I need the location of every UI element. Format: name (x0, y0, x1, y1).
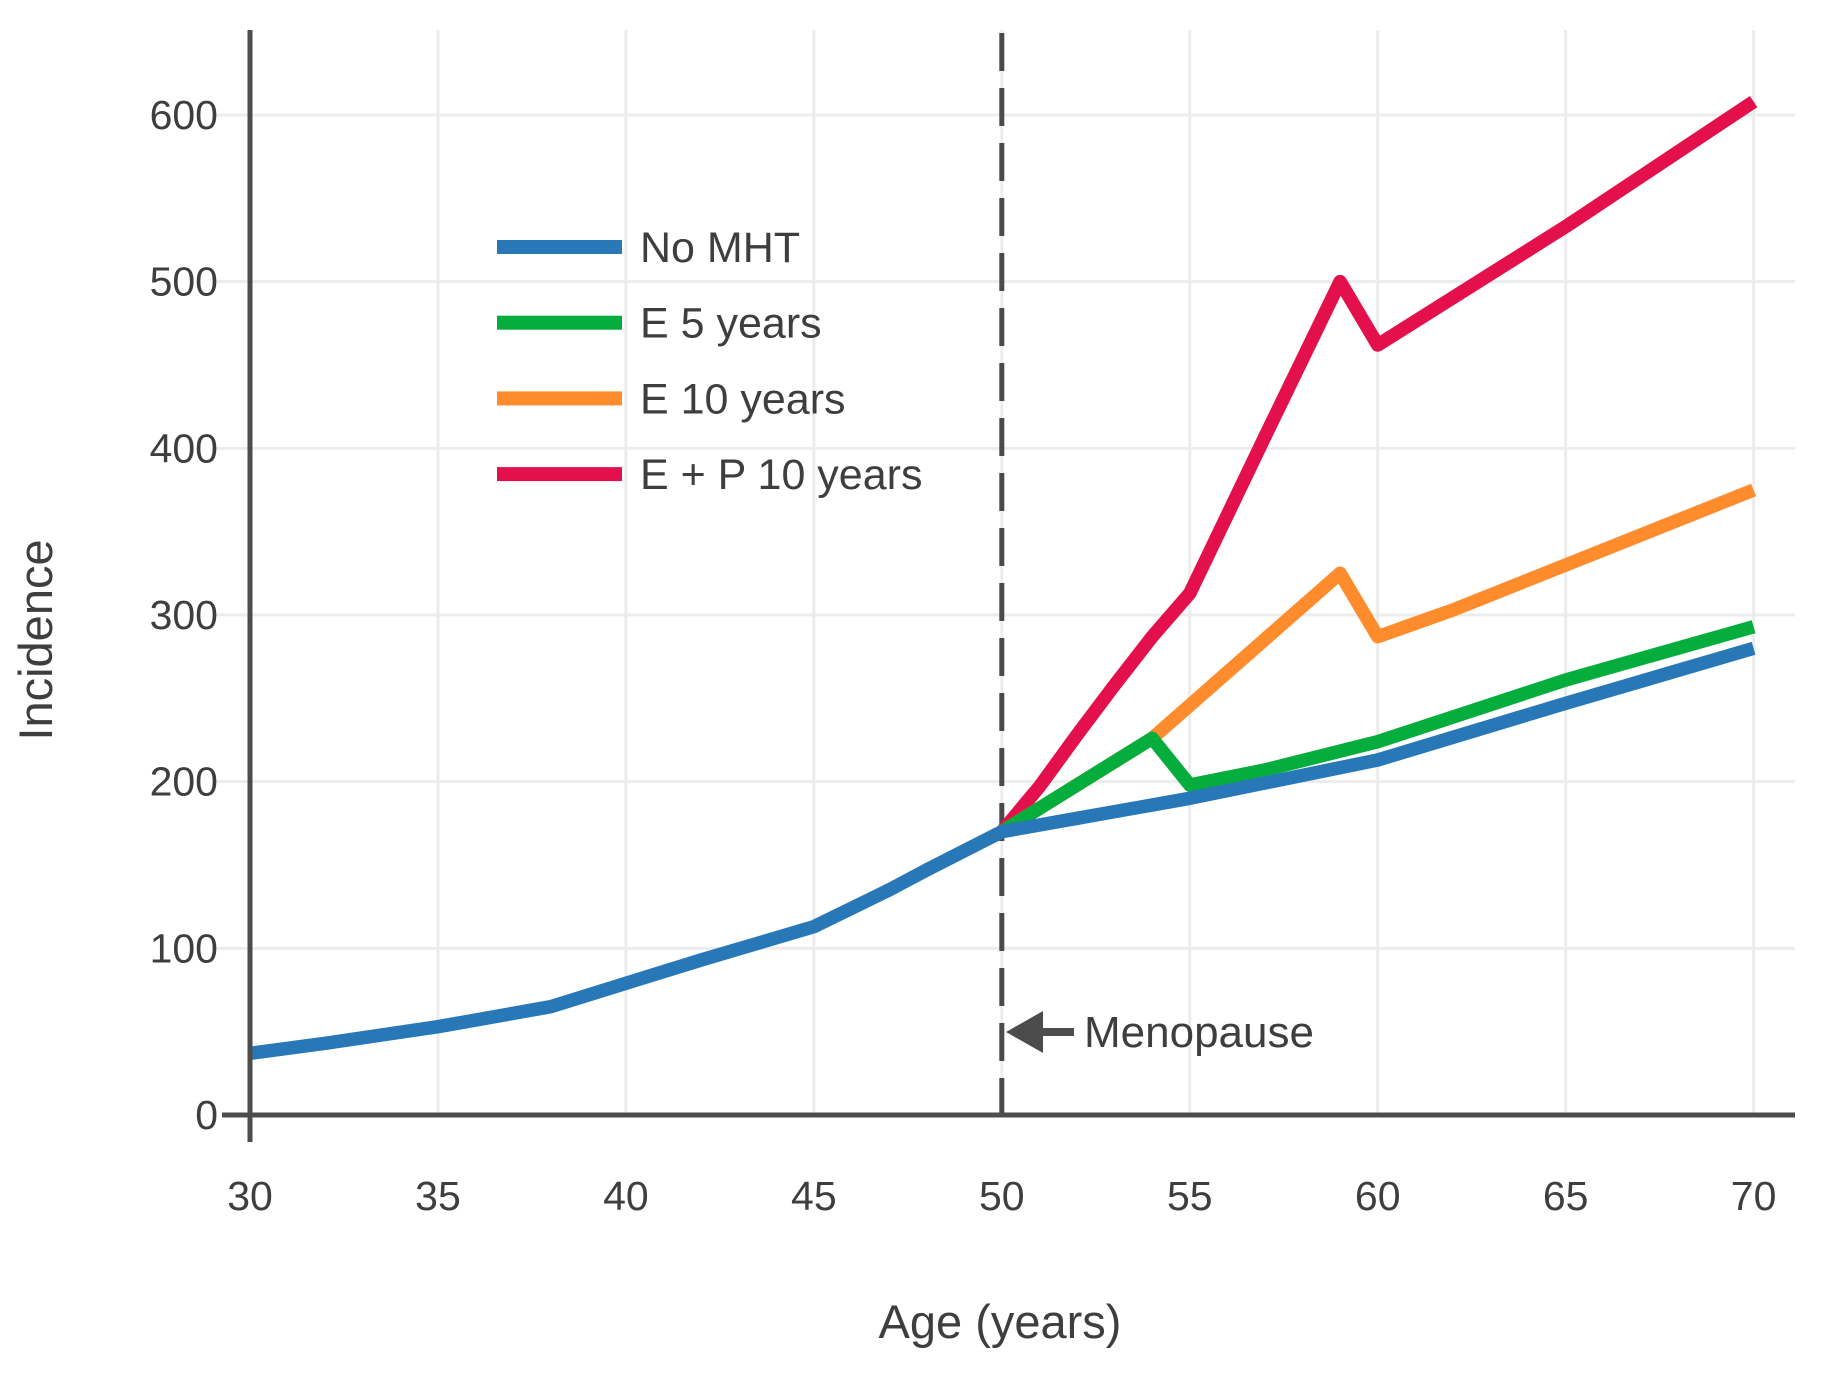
x-tick-label: 45 (791, 1173, 837, 1219)
y-tick-label: 500 (150, 259, 218, 305)
x-axis-title: Age (years) (879, 1295, 1122, 1348)
x-tick-label: 35 (415, 1173, 461, 1219)
x-tick-label: 70 (1731, 1173, 1777, 1219)
series-lines (249, 95, 1758, 1060)
legend-swatch (497, 240, 622, 254)
y-tick-label: 600 (150, 92, 218, 138)
x-tick-label: 55 (1167, 1173, 1213, 1219)
legend-item: E 5 years (497, 300, 822, 348)
y-tick-label: 400 (150, 425, 218, 471)
legend-item: No MHT (497, 224, 800, 272)
legend-label: E 5 years (640, 300, 822, 348)
series-line-e-5-years (998, 620, 1756, 838)
x-tick-label: 65 (1543, 1173, 1589, 1219)
y-axis-title: Incidence (9, 539, 62, 740)
left-arrow-icon (1006, 1011, 1043, 1053)
legend-label: No MHT (640, 224, 800, 272)
legend: No MHT E 5 years E 10 years E + P 10 years (497, 224, 922, 499)
x-tick-label: 30 (227, 1173, 273, 1219)
legend-label: E 10 years (640, 375, 846, 423)
gridlines (215, 30, 1795, 1115)
x-tick-label: 50 (979, 1173, 1025, 1219)
y-tick-label: 0 (195, 1092, 218, 1138)
legend-label: E + P 10 years (640, 451, 922, 499)
legend-swatch (497, 391, 622, 406)
legend-item: E + P 10 years (497, 451, 922, 499)
x-tick-label: 40 (603, 1173, 649, 1219)
legend-item: E 10 years (497, 375, 846, 423)
x-tick-labels: 30 35 40 45 50 55 60 65 70 (227, 1173, 1776, 1219)
x-tick-label: 60 (1355, 1173, 1401, 1219)
series-line-e-p-10-years (996, 95, 1758, 837)
y-tick-label: 100 (150, 925, 218, 971)
y-tick-label: 200 (150, 759, 218, 805)
y-tick-label: 300 (150, 592, 218, 638)
legend-swatch (497, 467, 622, 482)
menopause-annotation: Menopause (1006, 1008, 1314, 1057)
y-tick-labels: 0 100 200 300 400 500 600 (150, 92, 218, 1138)
series-line-no-mht (249, 641, 1756, 1060)
legend-swatch (497, 315, 622, 330)
menopause-label: Menopause (1084, 1008, 1314, 1057)
